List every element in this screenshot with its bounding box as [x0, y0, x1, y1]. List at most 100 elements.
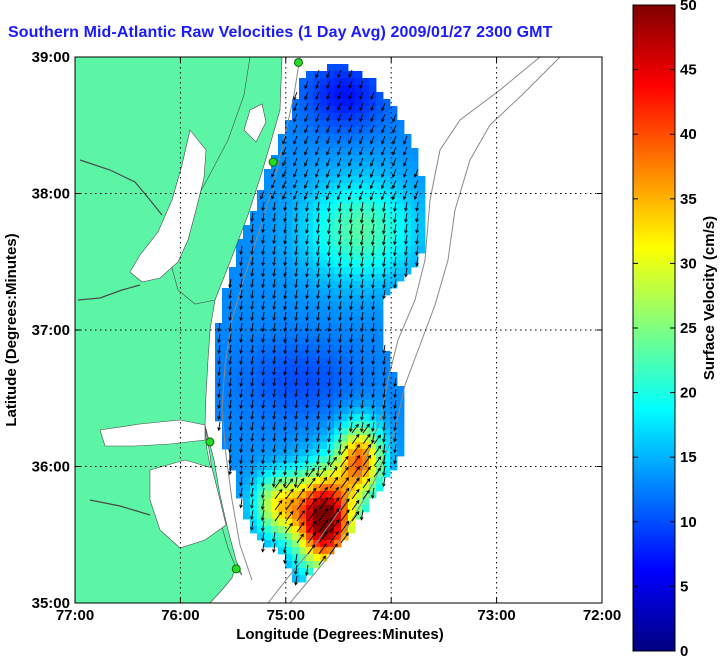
velocity-arrow-head — [316, 438, 320, 443]
velocity-cell — [369, 323, 377, 331]
velocity-arrow-head — [294, 449, 298, 454]
velocity-cell — [320, 274, 328, 282]
velocity-cell — [334, 456, 342, 464]
velocity-cell — [313, 218, 321, 226]
velocity-arrow-head — [316, 295, 320, 300]
velocity-cell — [292, 365, 300, 373]
velocity-arrow-head — [304, 118, 308, 123]
velocity-cell — [215, 344, 223, 352]
velocity-cell — [271, 330, 279, 338]
velocity-arrow — [339, 278, 342, 288]
velocity-cell — [243, 470, 251, 478]
velocity-cell — [320, 358, 328, 366]
velocity-cell — [313, 526, 321, 534]
velocity-cell — [306, 155, 314, 163]
velocity-arrow — [383, 388, 386, 398]
velocity-cell — [327, 337, 335, 345]
velocity-cell — [306, 554, 314, 562]
velocity-arrow-head — [371, 263, 375, 268]
velocity-cell — [285, 540, 293, 548]
velocity-arrow-head — [261, 240, 265, 245]
velocity-arrow — [348, 69, 353, 78]
velocity-cell — [369, 78, 377, 86]
velocity-arrow — [359, 157, 364, 167]
velocity-arrow — [394, 377, 397, 387]
velocity-arrow-head — [261, 471, 265, 476]
velocity-cell — [236, 330, 244, 338]
y-tick-label: 35:00 — [32, 595, 70, 612]
velocity-cell — [383, 155, 391, 163]
velocity-cell — [341, 351, 349, 359]
velocity-cell — [341, 127, 349, 135]
velocity-arrow — [372, 421, 375, 432]
velocity-cell — [222, 400, 230, 408]
velocity-arrow-head — [228, 427, 232, 432]
velocity-arrow-head — [305, 415, 309, 420]
velocity-arrow — [273, 300, 276, 310]
velocity-cell — [229, 344, 237, 352]
velocity-arrow-head — [356, 477, 360, 482]
velocity-cell — [271, 407, 279, 415]
velocity-arrow-head — [305, 284, 309, 289]
velocity-cell — [264, 246, 272, 254]
velocity-cell — [285, 323, 293, 331]
velocity-cell — [292, 141, 300, 149]
velocity-cell — [299, 288, 307, 296]
velocity-arrow-head — [393, 394, 397, 399]
velocity-arrow — [326, 146, 331, 155]
velocity-arrow-head — [290, 499, 294, 504]
velocity-cell — [313, 288, 321, 296]
velocity-cell — [250, 372, 258, 380]
velocity-arrow — [271, 168, 276, 177]
velocity-cell — [327, 512, 335, 520]
velocity-arrow-head — [359, 85, 363, 89]
velocity-cell — [348, 281, 356, 289]
velocity-arrow — [240, 487, 243, 497]
velocity-arrow — [339, 344, 342, 354]
velocity-arrow — [329, 457, 337, 467]
velocity-cell — [369, 463, 377, 471]
velocity-cell — [334, 477, 342, 485]
velocity-arrow — [304, 91, 309, 100]
velocity-cell — [299, 92, 307, 100]
velocity-cell — [320, 344, 328, 352]
velocity-cell — [236, 414, 244, 422]
velocity-arrow — [339, 289, 342, 299]
velocity-cell — [285, 351, 293, 359]
velocity-arrow — [394, 267, 397, 277]
velocity-cell — [383, 127, 391, 135]
velocity-cell — [334, 470, 342, 478]
velocity-cell — [355, 204, 363, 212]
velocity-cell — [313, 372, 321, 380]
velocity-cell — [299, 344, 307, 352]
velocity-cell — [334, 239, 342, 247]
velocity-cell — [376, 225, 384, 233]
velocity-cell — [243, 505, 251, 513]
velocity-cell — [383, 351, 391, 359]
velocity-cell — [376, 435, 384, 443]
velocity-arrow — [284, 333, 287, 343]
velocity-arrow — [240, 311, 243, 321]
velocity-cell — [299, 421, 307, 429]
velocity-arrow — [317, 289, 320, 299]
velocity-cell — [250, 225, 258, 233]
y-axis-label: Latitude (Degrees:Minutes) — [3, 233, 20, 426]
velocity-cell — [271, 519, 279, 527]
velocity-cell — [390, 190, 398, 198]
velocity-arrow-head — [360, 208, 364, 213]
neuse-river — [89, 499, 151, 516]
velocity-arrow — [350, 311, 353, 321]
velocity-arrow — [273, 432, 276, 442]
velocity-arrow-head — [304, 129, 308, 134]
velocity-cell — [327, 379, 335, 387]
velocity-cell — [320, 204, 328, 212]
velocity-cell — [397, 169, 405, 177]
velocity-cell — [222, 421, 230, 429]
velocity-cell — [250, 421, 258, 429]
velocity-arrow-head — [348, 151, 352, 156]
velocity-arrow-head — [316, 350, 320, 354]
velocity-arrow-head — [283, 427, 287, 432]
velocity-cell — [348, 463, 356, 471]
velocity-cell — [292, 323, 300, 331]
velocity-arrow-head — [349, 219, 353, 224]
